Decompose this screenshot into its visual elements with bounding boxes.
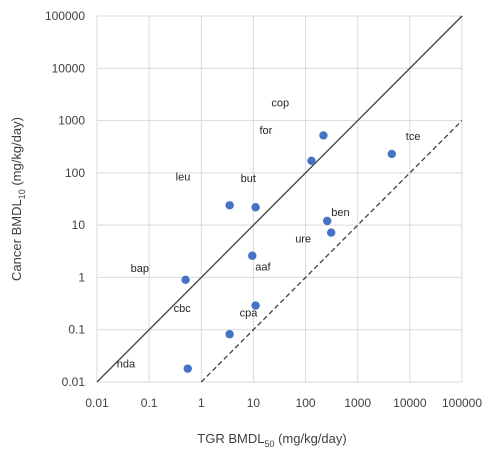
identity-line <box>96 15 463 383</box>
gridlines <box>96 15 463 383</box>
hundredfold-line <box>200 120 463 383</box>
data-point-ben <box>323 216 332 226</box>
data-point-bap <box>181 275 190 285</box>
point-label-cpa: cpa <box>240 308 259 320</box>
x-tick-label: 0.01 <box>85 396 109 410</box>
x-tick-label: 10 <box>247 396 261 410</box>
y-tick-label: 10 <box>72 218 86 232</box>
x-tick-label: 10000 <box>393 396 427 410</box>
data-point-ure <box>326 228 336 237</box>
y-axis-title: Cancer BMDL10 (mg/kg/day) <box>9 117 27 281</box>
data-points <box>181 131 396 373</box>
y-tick-label: 10000 <box>52 61 86 75</box>
y-tick-label: 100 <box>65 166 85 180</box>
y-tick-label: 0.01 <box>62 375 86 389</box>
data-point-cbc <box>225 330 234 339</box>
point-label-cop: cop <box>271 97 289 109</box>
x-axis-title: TGR BMDL50 (mg/kg/day) <box>197 431 346 449</box>
point-label-but: but <box>241 173 256 185</box>
data-point-nda <box>183 364 192 373</box>
x-tick-label: 0.1 <box>141 396 158 410</box>
data-point-for <box>307 156 316 166</box>
y-tick-label: 0.1 <box>68 323 85 337</box>
point-label-tce: tce <box>406 131 421 143</box>
x-tick-label: 1 <box>198 396 205 410</box>
data-point-tce <box>387 149 396 159</box>
point-label-ben: ben <box>331 207 349 219</box>
reference-lines <box>96 15 463 383</box>
point-label-bap: bap <box>131 263 149 275</box>
y-tick-labels: 0.01 0.1 1 10 100 1000 10000 100000 <box>45 9 85 389</box>
y-tick-label: 100000 <box>45 9 85 23</box>
y-tick-label: 1000 <box>58 114 85 128</box>
point-label-ure: ure <box>295 234 311 246</box>
point-label-leu: leu <box>176 171 191 183</box>
data-point-cpa <box>251 301 260 310</box>
point-labels: nda cbc cpa bap aaf leu but for cop ben ure tce <box>117 97 421 370</box>
data-point-but <box>251 203 260 212</box>
point-label-nda: nda <box>117 359 136 371</box>
data-point-cop <box>319 131 328 140</box>
x-tick-labels: 0.01 0.1 1 10 100 1000 10000 100000 <box>85 396 482 410</box>
point-label-cbc: cbc <box>174 303 192 315</box>
point-label-for: for <box>260 125 273 137</box>
data-point-aaf <box>248 251 257 260</box>
x-tick-label: 100 <box>296 396 316 410</box>
x-tick-label: 100000 <box>442 396 482 410</box>
y-tick-label: 1 <box>78 270 85 284</box>
x-tick-label: 1000 <box>344 396 371 410</box>
point-label-aaf: aaf <box>255 262 271 274</box>
data-point-leu <box>225 201 234 210</box>
